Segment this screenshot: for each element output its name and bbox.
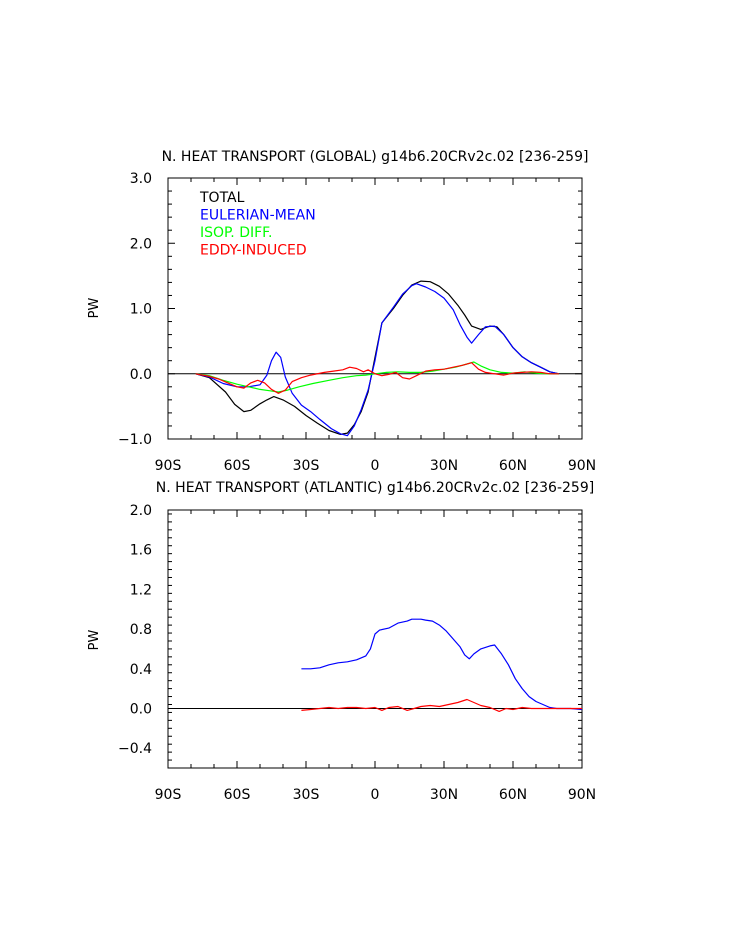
global-xtick-label: 60S [224,458,251,474]
atlantic-ylabel: PW [87,630,102,651]
atlantic-xtick-label: 30N [430,787,458,803]
atlantic-xtick-label: 30S [293,787,320,803]
atlantic-heat-transport-chart: N. HEAT TRANSPORT (ATLANTIC) g14b6.20CRv… [87,480,596,803]
global-legend-eddy-induced: EDDY-INDUCED [200,243,307,259]
global-ytick-label: 2.0 [130,236,152,252]
atlantic-ytick-label: 0.0 [130,701,152,717]
atlantic-series-line-eulerian-mean [301,618,583,711]
global-series-line-eddy-induced [195,362,559,394]
global-heat-transport-chart: N. HEAT TRANSPORT (GLOBAL) g14b6.20CRv2c… [87,149,596,474]
atlantic-series-line-eddy-induced [301,698,582,712]
atlantic-ticks: 90S 60S 30S 0 30N 60N 90N −0.4 0.0 0.4 0.8 1.2 1.6 2.… [118,503,596,803]
atlantic-series [301,618,583,712]
global-ytick-label: 0.0 [130,367,152,383]
atlantic-xtick-label: 90N [568,787,596,803]
global-xtick-label: 30N [430,458,458,474]
global-legend-total: TOTAL [199,190,245,206]
global-xtick-label: 90S [155,458,182,474]
atlantic-ytick-label: 0.8 [130,622,152,638]
global-chart-title: N. HEAT TRANSPORT (GLOBAL) g14b6.20CRv2c… [162,149,589,165]
atlantic-ytick-label: 1.6 [130,543,152,559]
atlantic-ytick-label: 2.0 [130,503,152,519]
global-xtick-label: 30S [293,458,320,474]
global-xtick-label: 90N [568,458,596,474]
global-ytick-label: −1.0 [118,432,152,448]
global-ticks: 90S 60S 30S 0 30N 60N 90N −1.0 0.0 1.0 2.0 3.0 [118,171,596,474]
atlantic-xtick-label: 60S [224,787,251,803]
global-series-line-eulerian-mean [195,283,560,437]
global-legend-eulerian-mean: EULERIAN-MEAN [200,208,316,224]
global-ylabel: PW [87,298,102,319]
global-xtick-label: 0 [371,458,380,474]
global-ytick-label: 1.0 [130,302,152,318]
global-ytick-label: 3.0 [130,171,152,187]
atlantic-chart-title: N. HEAT TRANSPORT (ATLANTIC) g14b6.20CRv… [156,480,594,496]
global-legend-isop-diff: ISOP. DIFF. [200,225,272,241]
atlantic-xtick-label: 0 [371,787,380,803]
atlantic-xtick-label: 60N [499,787,527,803]
atlantic-ytick-label: 0.4 [130,662,152,678]
atlantic-ytick-label: 1.2 [130,582,152,598]
global-series-line-isop-diff [195,361,559,393]
atlantic-ytick-label: −0.4 [118,741,152,757]
global-xtick-label: 60N [499,458,527,474]
global-series [195,280,560,437]
atlantic-plot-frame [167,509,583,769]
global-series-line-total [195,280,560,435]
atlantic-xtick-label: 90S [155,787,182,803]
